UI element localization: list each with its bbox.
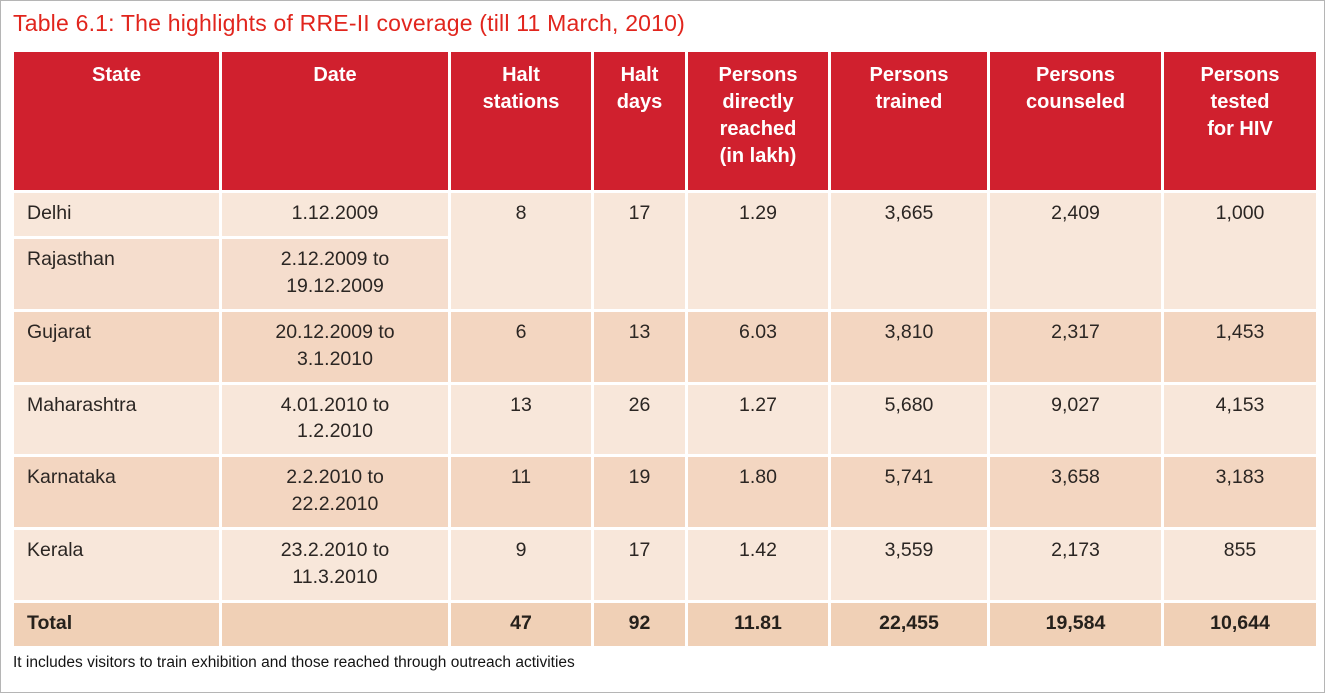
cell-total-halt-stations: 47	[448, 599, 594, 649]
cell-halt-stations: 9	[448, 527, 594, 603]
table-row-maharashtra: Maharashtra 4.01.2010 to 1.2.2010 13 26 …	[11, 381, 1319, 458]
cell-state: Kerala	[11, 527, 222, 603]
cell-state: Rajasthan	[11, 235, 222, 312]
column-header-persons-reached: Persons directly reached (in lakh)	[685, 49, 831, 193]
column-header-persons-trained: Persons trained	[828, 49, 990, 193]
cell-persons-trained: 3,665	[828, 190, 990, 312]
cell-persons-reached: 1.27	[685, 381, 831, 458]
cell-persons-reached: 6.03	[685, 308, 831, 385]
cell-persons-tested-hiv: 3,183	[1161, 454, 1319, 531]
cell-persons-trained: 5,741	[828, 454, 990, 531]
cell-total-persons-tested-hiv: 10,644	[1161, 599, 1319, 649]
cell-persons-trained: 5,680	[828, 381, 990, 458]
cell-total-label: Total	[11, 599, 222, 649]
cell-persons-counseled: 9,027	[987, 381, 1164, 458]
cell-date: 23.2.2010 to 11.3.2010	[219, 527, 451, 603]
table-row-gujarat: Gujarat 20.12.2009 to 3.1.2010 6 13 6.03…	[11, 308, 1319, 385]
cell-persons-counseled: 2,173	[987, 527, 1164, 603]
cell-persons-counseled: 3,658	[987, 454, 1164, 531]
cell-persons-tested-hiv: 1,453	[1161, 308, 1319, 385]
cell-halt-stations: 13	[448, 381, 594, 458]
column-header-halt-days: Halt days	[591, 49, 688, 193]
cell-persons-tested-hiv: 855	[1161, 527, 1319, 603]
cell-persons-reached: 1.29	[685, 190, 831, 312]
cell-date: 20.12.2009 to 3.1.2010	[219, 308, 451, 385]
cell-halt-days: 17	[591, 527, 688, 603]
table-row-rajasthan: Rajasthan 2.12.2009 to 19.12.2009	[11, 235, 1318, 312]
cell-halt-days: 13	[591, 308, 688, 385]
cell-state: Karnataka	[11, 454, 222, 531]
cell-total-persons-trained: 22,455	[828, 599, 990, 649]
cell-halt-stations: 8	[448, 190, 594, 312]
rre-coverage-table: State Date Halt stations Halt days Perso…	[11, 49, 1319, 649]
cell-persons-trained: 3,559	[828, 527, 990, 603]
footnote: It includes visitors to train exhibition…	[13, 653, 575, 671]
cell-halt-days: 26	[591, 381, 688, 458]
column-header-date: Date	[219, 49, 451, 193]
table-row-kerala: Kerala 23.2.2010 to 11.3.2010 9 17 1.42 …	[11, 527, 1319, 603]
header-row: State Date Halt stations Halt days Perso…	[11, 49, 1319, 193]
cell-date: 1.12.2009	[219, 190, 451, 239]
cell-state: Maharashtra	[11, 381, 222, 458]
cell-total-date-empty	[219, 599, 451, 649]
column-header-state: State	[11, 49, 222, 193]
column-header-halt-stations: Halt stations	[448, 49, 594, 193]
cell-persons-counseled: 2,317	[987, 308, 1164, 385]
cell-date: 2.12.2009 to 19.12.2009	[219, 235, 451, 312]
cell-persons-reached: 1.42	[685, 527, 831, 603]
cell-total-halt-days: 92	[591, 599, 688, 649]
table-title: Table 6.1: The highlights of RRE-II cove…	[13, 10, 686, 36]
cell-halt-stations: 11	[448, 454, 594, 531]
column-header-persons-tested-hiv: Persons tested for HIV	[1161, 49, 1319, 193]
cell-state: Gujarat	[11, 308, 222, 385]
cell-halt-days: 17	[591, 190, 688, 312]
cell-persons-trained: 3,810	[828, 308, 990, 385]
cell-state: Delhi	[11, 190, 222, 239]
cell-total-persons-reached: 11.81	[685, 599, 831, 649]
table-row-delhi: Delhi 1.12.2009 8 17 1.29 3,665 2,409 1,…	[11, 190, 1319, 312]
table-row-karnataka: Karnataka 2.2.2010 to 22.2.2010 11 19 1.…	[11, 454, 1319, 531]
cell-persons-counseled: 2,409	[987, 190, 1164, 312]
table-row-total: Total 47 92 11.81 22,455 19,584 10,644	[11, 599, 1319, 649]
column-header-persons-counseled: Persons counseled	[987, 49, 1164, 193]
cell-halt-stations: 6	[448, 308, 594, 385]
cell-persons-reached: 1.80	[685, 454, 831, 531]
cell-total-persons-counseled: 19,584	[987, 599, 1164, 649]
cell-halt-days: 19	[591, 454, 688, 531]
cell-date: 2.2.2010 to 22.2.2010	[219, 454, 451, 531]
cell-persons-tested-hiv: 1,000	[1161, 190, 1319, 312]
cell-persons-tested-hiv: 4,153	[1161, 381, 1319, 458]
cell-date: 4.01.2010 to 1.2.2010	[219, 381, 451, 458]
